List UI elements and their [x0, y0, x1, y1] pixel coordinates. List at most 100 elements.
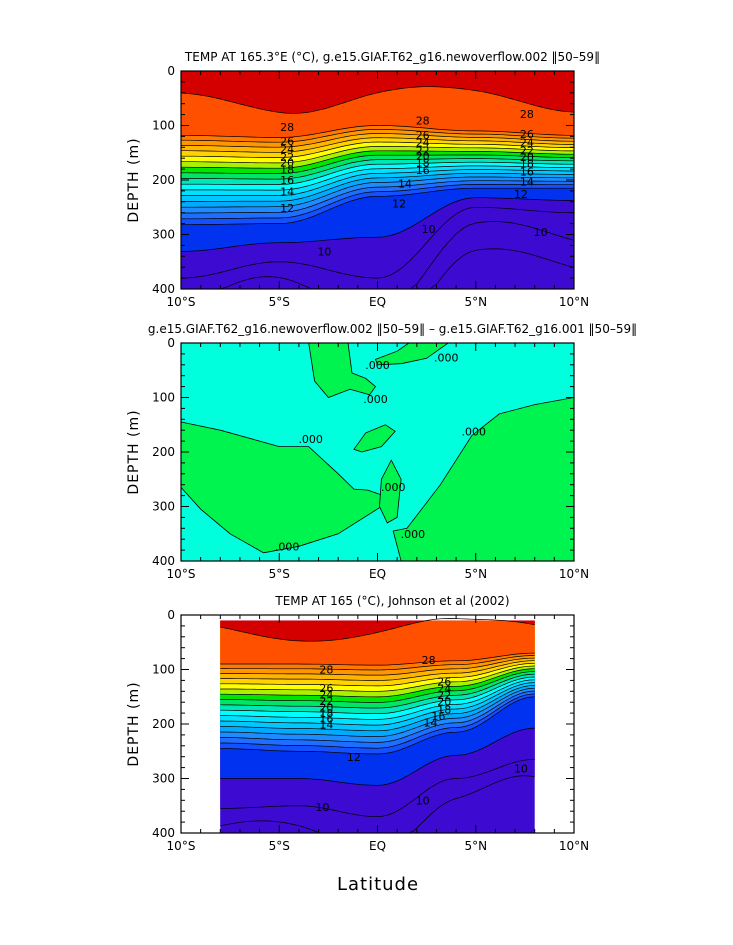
contour-line — [220, 679, 535, 720]
y-tick-label: 400 — [152, 826, 175, 840]
contour-label: 22 — [416, 145, 430, 158]
contour-label: .000 — [365, 359, 390, 372]
x-tick-label: EQ — [369, 839, 386, 853]
contour-line — [220, 687, 535, 737]
plot-area — [220, 618, 535, 833]
panel-1: 10°S 5°S EQ 5°N 10°N 0 100 200 300 400 TEMP AT 165… — [126, 50, 600, 309]
contour-label: 28 — [319, 664, 333, 677]
contour-label: 10 — [422, 223, 436, 236]
contour-label: 22 — [319, 695, 333, 708]
y-tick-label: 300 — [152, 500, 175, 514]
contour-label: 24 — [280, 143, 294, 156]
contour-line — [181, 184, 574, 220]
contour-label: .000 — [462, 425, 487, 438]
contour-label: 26 — [520, 128, 534, 141]
contour-label: 20 — [437, 696, 451, 709]
y-tick-label: 100 — [152, 119, 175, 133]
contour-line — [181, 161, 574, 185]
x-tick-label: 10°N — [559, 839, 589, 853]
plot-area — [181, 343, 574, 561]
contour-label: 12 — [347, 751, 361, 764]
contour-label: 20 — [319, 702, 333, 715]
positive-region — [392, 397, 574, 561]
contour-label: 24 — [416, 136, 430, 149]
contour-line — [181, 150, 574, 169]
y-tick-label: 200 — [152, 717, 175, 731]
contour-line — [181, 176, 574, 208]
x-tick-label: 10°N — [559, 295, 589, 309]
x-tick-label: 5°N — [464, 295, 487, 309]
y-axis-label: DEPTH (m) — [126, 137, 142, 222]
contour-label: 18 — [437, 703, 451, 716]
panel-title: g.e15.GIAF.T62_g16.newoverflow.002 ‖50–5… — [148, 322, 637, 336]
contour-label: 10 — [416, 794, 430, 807]
contour-line — [220, 693, 535, 749]
contour-label: 12 — [392, 197, 406, 210]
contour-line — [220, 727, 535, 786]
y-tick-label: 300 — [152, 228, 175, 242]
contour-line — [220, 696, 535, 755]
contour-label: 14 — [280, 185, 294, 198]
y-tick-label: 400 — [152, 282, 175, 296]
contour-label: 20 — [280, 157, 294, 170]
contour-line — [220, 759, 535, 817]
contour-line — [181, 221, 574, 289]
plot-area — [181, 71, 574, 289]
x-tick-label: 10°S — [167, 839, 196, 853]
x-tick-label: EQ — [369, 295, 386, 309]
contour-label: 10 — [315, 801, 329, 814]
x-tick-label: 10°S — [167, 295, 196, 309]
contour-label: 12 — [514, 188, 528, 201]
y-tick-label: 0 — [167, 64, 175, 78]
contour-label: 10 — [534, 226, 548, 239]
contour-label: 28 — [416, 115, 430, 128]
y-tick-label: 200 — [152, 173, 175, 187]
y-tick-label: 100 — [152, 663, 175, 677]
contour-label: 14 — [424, 716, 438, 729]
contour-label: 24 — [319, 689, 333, 702]
contour-label: .000 — [363, 393, 388, 406]
contour-label: 18 — [520, 158, 534, 171]
contour-label: .000 — [434, 352, 459, 365]
contour-line — [220, 662, 535, 687]
contour-line — [220, 668, 535, 698]
contour-label: .000 — [381, 481, 406, 494]
contour-label: 26 — [437, 675, 451, 688]
contour-line — [181, 169, 574, 196]
contour-line — [181, 125, 574, 138]
contour-label: 12 — [280, 202, 294, 215]
x-axis-label: Latitude — [337, 874, 419, 895]
contour-line — [181, 180, 574, 214]
contour-label: 18 — [319, 707, 333, 720]
contour-label: 10 — [514, 763, 528, 776]
y-tick-label: 100 — [152, 391, 175, 405]
contour-label: 16 — [319, 713, 333, 726]
y-tick-label: 0 — [167, 608, 175, 622]
contour-label: 24 — [520, 136, 534, 149]
contour-line — [181, 86, 574, 114]
contour-line — [220, 682, 535, 726]
contour-line — [181, 187, 574, 226]
x-tick-label: 5°N — [464, 839, 487, 853]
x-tick-label: 10°N — [559, 567, 589, 581]
contour-label: 20 — [520, 151, 534, 164]
contour-label: 16 — [520, 165, 534, 178]
y-tick-label: 300 — [152, 772, 175, 786]
y-axis-label: DEPTH (m) — [126, 409, 142, 494]
contour-line — [220, 655, 535, 671]
contour-line — [220, 657, 535, 676]
contour-line — [181, 133, 574, 148]
contour-line — [181, 137, 574, 153]
x-tick-label: 5°S — [269, 295, 290, 309]
panel-title: TEMP AT 165.3°E (°C), g.e15.GIAF.T62_g16… — [184, 50, 600, 64]
contour-label: 22 — [280, 151, 294, 164]
x-tick-label: 10°S — [167, 567, 196, 581]
contour-line — [220, 690, 535, 743]
contour-label: 16 — [280, 174, 294, 187]
x-tick-label: EQ — [369, 567, 386, 581]
x-tick-label: 5°N — [464, 567, 487, 581]
contour-label: 10 — [317, 245, 331, 258]
fill-band — [181, 71, 574, 114]
contour-label: 28 — [422, 654, 436, 667]
contour-line — [220, 671, 535, 703]
